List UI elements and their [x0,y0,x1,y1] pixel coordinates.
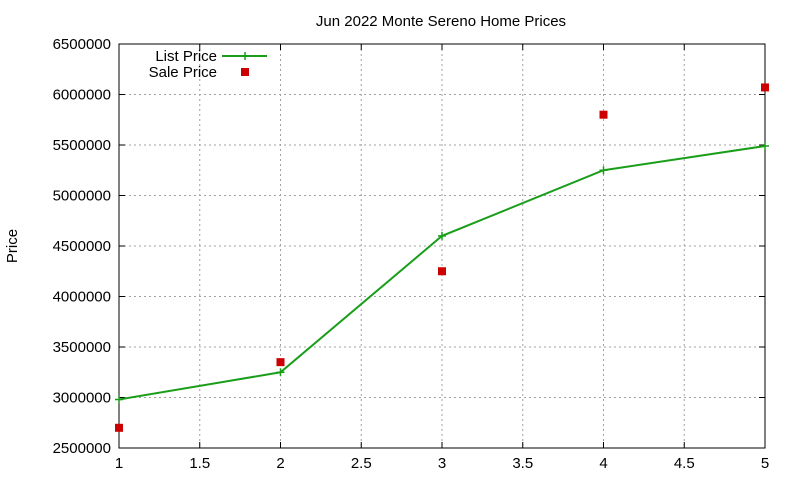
sale-price-point [115,423,123,432]
x-tick-label: 1 [115,455,123,472]
legend-sale-price-marker [241,68,249,76]
x-tick-label: 5 [761,455,769,472]
grid [119,44,765,448]
sale-price-point [761,83,769,92]
y-tick-label: 3000000 [53,390,111,407]
list-price-point [115,395,123,404]
x-tick-label: 4.5 [674,455,695,472]
y-tick-label: 3500000 [53,339,111,356]
x-tick-label: 4 [599,455,607,472]
x-tick-label: 2 [276,455,284,472]
list-price-point [761,142,769,151]
y-tick-label: 4000000 [53,289,111,306]
sale-price-point [599,110,608,119]
axis-ticks: 1 1.5 2 2.5 3 3.5 4 4.5 5 2500000 3000000 3500000 40… [53,36,770,472]
y-tick-label: 6000000 [53,87,111,104]
y-tick-label: 2500000 [53,440,111,457]
y-tick-label: 5000000 [53,188,111,205]
y-tick-label: 4500000 [53,238,111,255]
x-tick-label: 1.5 [189,455,210,472]
chart-title: Jun 2022 Monte Sereno Home Prices [316,13,566,30]
plot-frame [118,43,766,449]
list-price-point [438,231,446,240]
y-tick-label: 6500000 [53,36,111,53]
sale-price-point [276,358,285,367]
x-tick-label: 3 [438,455,446,472]
x-tick-label: 2.5 [351,455,372,472]
legend-list-price-marker [241,52,249,60]
y-axis-label: Price [4,229,21,263]
list-price-point [276,368,285,377]
x-tick-label: 3.5 [512,455,533,472]
series [115,83,769,432]
y-tick-label: 5500000 [53,137,111,154]
legend-sale-price-label: Sale Price [149,64,217,81]
list-price-point [599,166,608,175]
legend-list-price-label: List Price [155,48,217,65]
sale-price-point [438,267,446,276]
